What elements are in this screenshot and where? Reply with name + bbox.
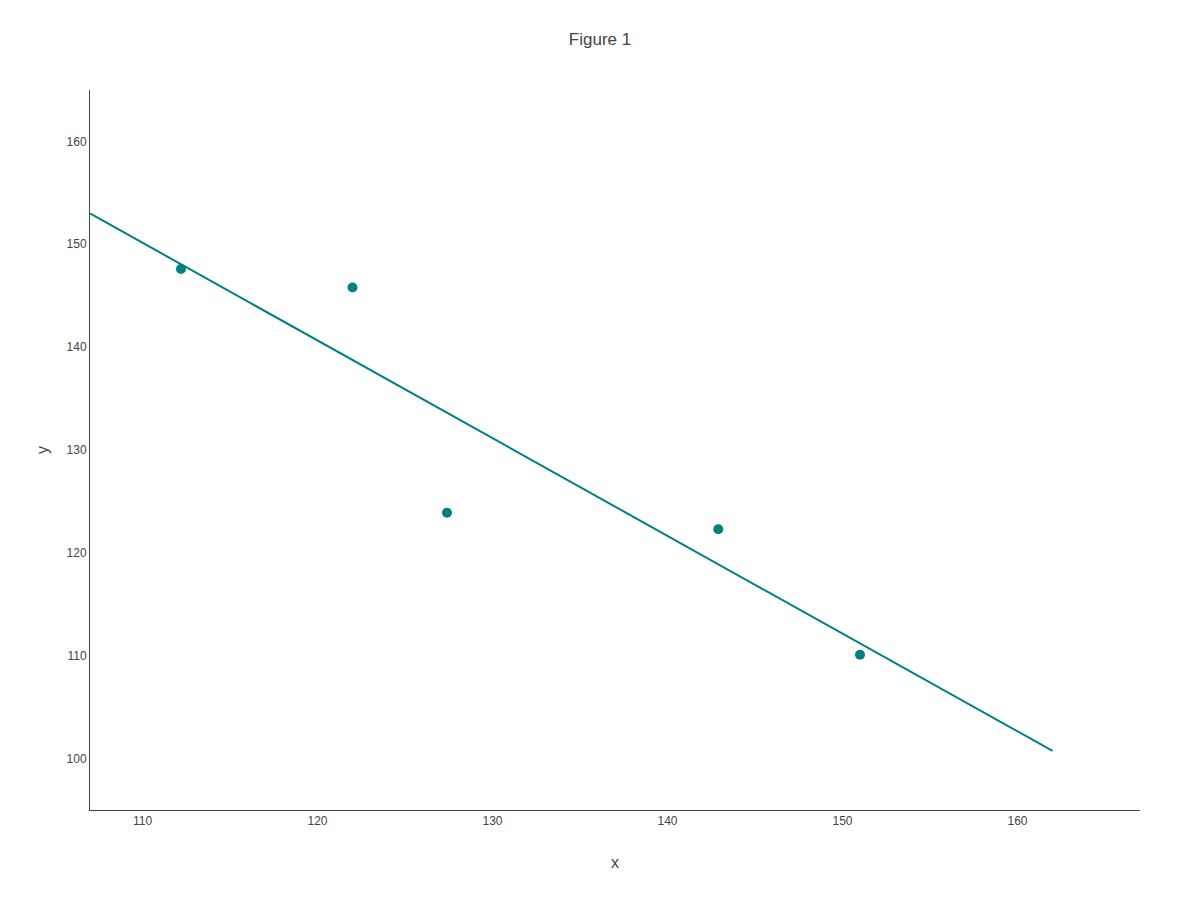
svg-text:110: 110: [133, 814, 152, 828]
svg-text:160: 160: [67, 135, 87, 149]
svg-text:130: 130: [67, 443, 87, 457]
svg-text:140: 140: [67, 340, 87, 354]
svg-text:140: 140: [657, 814, 677, 828]
svg-text:Figure 1: Figure 1: [569, 30, 631, 49]
svg-text:y: y: [34, 446, 51, 454]
svg-text:160: 160: [1007, 814, 1027, 828]
svg-text:x: x: [611, 854, 619, 871]
svg-text:120: 120: [67, 546, 87, 560]
svg-text:120: 120: [307, 814, 327, 828]
svg-text:110: 110: [67, 649, 86, 663]
svg-text:150: 150: [67, 237, 87, 251]
svg-text:100: 100: [67, 752, 87, 766]
svg-text:130: 130: [482, 814, 502, 828]
svg-text:150: 150: [832, 814, 852, 828]
